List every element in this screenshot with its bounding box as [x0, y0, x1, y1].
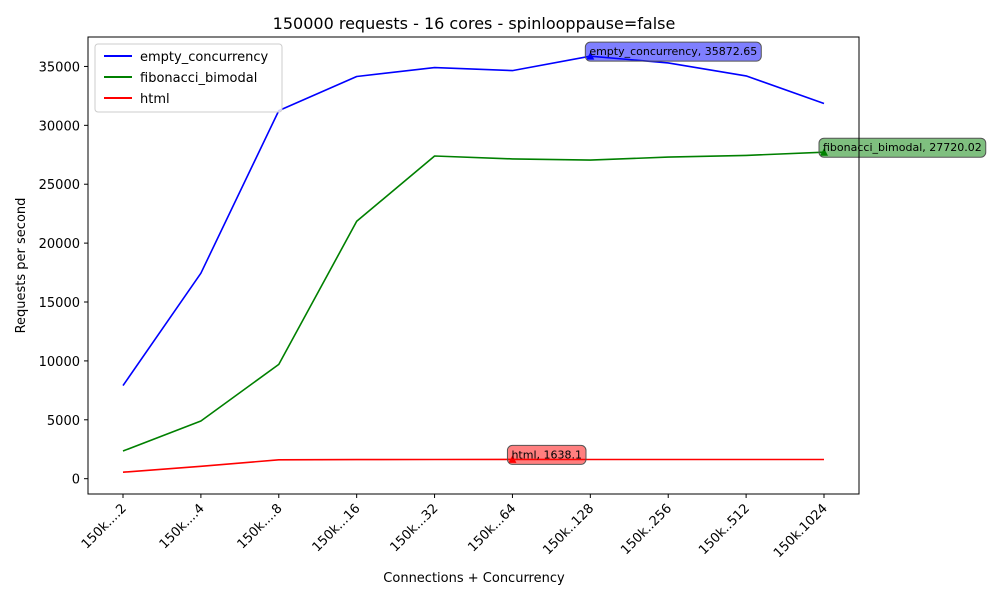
- annotation: html, 1638.1: [506, 444, 587, 465]
- x-tick-label: 150k....8: [235, 501, 286, 552]
- annotation-label: html, 1638.1: [511, 448, 582, 461]
- y-tick-label: 15000: [39, 296, 80, 311]
- legend-label: empty_concurrency: [140, 50, 268, 65]
- legend-label: html: [140, 92, 170, 107]
- x-tick-label: 150k...32: [387, 501, 441, 555]
- x-axis: 150k....2 150k....4 150k....8 150k...16 150k…: [79, 494, 831, 561]
- annotation-box: [506, 444, 587, 465]
- annotation: empty_concurrency, 35872.65: [584, 41, 762, 62]
- series-line-fibonacci_bimodal: [122, 151, 825, 452]
- y-tick-label: 20000: [39, 237, 80, 252]
- series-line-html: [122, 458, 824, 473]
- y-tick-label: 10000: [39, 355, 80, 370]
- legend-label: fibonacci_bimodal: [140, 71, 257, 86]
- annotation-label: fibonacci_bimodal, 27720.02: [823, 141, 982, 154]
- y-tick-label: 5000: [47, 414, 80, 429]
- legend-box: [94, 43, 283, 113]
- x-tick-label: 150k..256: [618, 501, 675, 558]
- x-tick-label: 150k...64: [465, 501, 519, 555]
- annotation-box: [584, 41, 762, 62]
- y-tick-label: 25000: [39, 178, 80, 193]
- y-tick-label: 0: [72, 473, 80, 488]
- series-line-empty_concurrency: [122, 55, 825, 387]
- chart-title: 150000 requests - 16 cores - spinlooppau…: [273, 14, 676, 33]
- plot-area: empty_concurrency, 35872.65 fibonacci_bim…: [122, 41, 987, 473]
- y-axis-label: Requests per second: [14, 198, 29, 334]
- x-tick-label: 150k....2: [79, 501, 130, 552]
- y-axis: 0 5000 10000 15000 20000 25000 30000 35000: [39, 60, 88, 488]
- annotation-box: [818, 137, 987, 158]
- annotation: fibonacci_bimodal, 27720.02: [818, 137, 987, 158]
- y-tick-label: 30000: [39, 119, 80, 134]
- x-axis-label: Connections + Concurrency: [383, 571, 565, 586]
- x-tick-label: 150k...16: [310, 501, 364, 555]
- y-tick-label: 35000: [39, 60, 80, 75]
- x-tick-label: 150k....4: [157, 501, 208, 552]
- annotation-label: empty_concurrency, 35872.65: [589, 45, 757, 58]
- x-tick-label: 150k..128: [540, 501, 597, 558]
- plot-frame: [87, 36, 860, 495]
- x-tick-label: 150k.1024: [771, 501, 831, 561]
- x-tick-label: 150k..512: [696, 501, 753, 558]
